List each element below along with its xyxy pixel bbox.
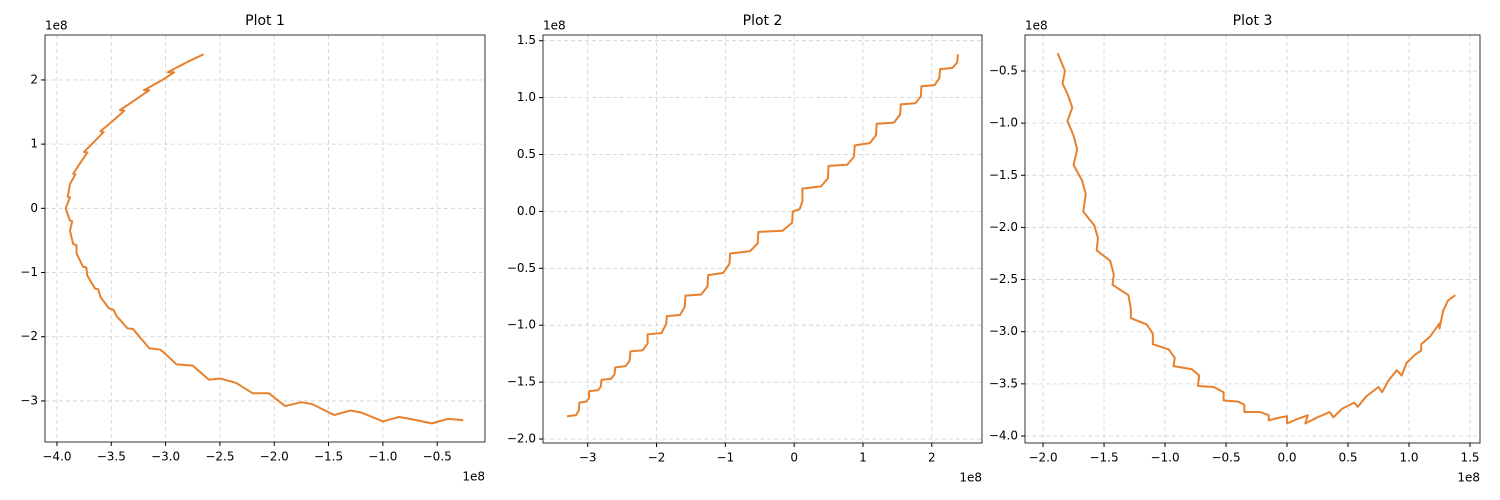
subplot-title: Plot 1 <box>245 13 285 29</box>
x-tick-label: −0.5 <box>1211 451 1240 465</box>
x-tick-label: 0.0 <box>1277 451 1296 465</box>
plot-area <box>566 54 959 418</box>
y-tick-label: −3.0 <box>989 324 1018 338</box>
data-line <box>566 54 959 418</box>
y-tick-label: −0.5 <box>989 63 1018 77</box>
subplot: Plot 2 −3 −2 −1 0 1 2 −2.0 −1.5 −1.0 −0.5 0.0 0.5 1.0… <box>507 13 983 485</box>
y-tick-label: −2 <box>20 329 38 343</box>
x-tick-label: 0.5 <box>1338 451 1357 465</box>
x-tick-label: −1.5 <box>1089 451 1118 465</box>
y-tick-label: 1 <box>30 137 38 151</box>
subplot: Plot 3 −2.0 −1.5 −1.0 −0.5 0.0 0.5 1.0 1.5 −4.0 −3… <box>989 13 1481 485</box>
y-tick-label: −3 <box>20 393 38 407</box>
plot-area <box>64 53 464 425</box>
y-tick-label: −4.0 <box>989 429 1018 443</box>
x-tick-label: −1.0 <box>1150 451 1179 465</box>
x-offset-label: 1e8 <box>1457 471 1480 485</box>
y-offset-label: 1e8 <box>1025 19 1048 33</box>
x-tick-label: −1 <box>716 451 734 465</box>
x-tick-label: −3.5 <box>97 450 126 464</box>
y-tick-label: −2.0 <box>507 432 536 446</box>
axes-frame <box>44 34 486 443</box>
x-tick-label: 0 <box>790 451 798 465</box>
y-tick-label: −1.5 <box>507 375 536 389</box>
y-tick-label: 1.5 <box>517 33 536 47</box>
y-tick-label: 2 <box>30 72 38 86</box>
y-tick-label: −3.5 <box>989 376 1018 390</box>
x-tick-label: −2.0 <box>260 450 289 464</box>
plot-area <box>1056 52 1456 425</box>
x-tick-label: 1 <box>859 451 867 465</box>
subplot-title: Plot 3 <box>1233 13 1273 29</box>
y-offset-label: 1e8 <box>543 19 566 33</box>
x-tick-label: −1.5 <box>314 450 343 464</box>
x-tick-label: −0.5 <box>423 450 452 464</box>
axes-frame <box>1024 34 1481 444</box>
subplot: Plot 1 −4.0 −3.5 −3.0 −2.5 −2.0 −1.5 −1.0 −0.5 −3… <box>20 13 486 484</box>
y-tick-label: −0.5 <box>507 261 536 275</box>
y-tick-label: 0.5 <box>517 147 536 161</box>
x-tick-label: −4.0 <box>42 450 71 464</box>
y-tick-label: −1 <box>20 265 38 279</box>
x-offset-label: 1e8 <box>959 471 982 485</box>
x-tick-label: −2.5 <box>205 450 234 464</box>
data-line <box>64 53 464 425</box>
y-tick-label: 0.0 <box>517 204 536 218</box>
x-tick-label: −2.0 <box>1028 451 1057 465</box>
y-tick-label: −2.5 <box>989 272 1018 286</box>
subplot-title: Plot 2 <box>743 13 783 29</box>
axes-frame <box>542 34 983 444</box>
y-tick-label: −1.0 <box>989 116 1018 130</box>
x-tick-label: −1.0 <box>368 450 397 464</box>
y-tick-label: 1.0 <box>517 90 536 104</box>
data-line <box>1056 52 1456 425</box>
x-tick-label: 1.5 <box>1460 451 1479 465</box>
y-tick-label: −1.5 <box>989 168 1018 182</box>
x-tick-label: −2 <box>648 451 666 465</box>
x-tick-label: 1.0 <box>1399 451 1418 465</box>
x-tick-label: −3 <box>579 451 597 465</box>
x-tick-label: −3.0 <box>151 450 180 464</box>
x-offset-label: 1e8 <box>462 470 485 484</box>
y-tick-label: −2.0 <box>989 220 1018 234</box>
y-tick-label: 0 <box>30 201 38 215</box>
y-offset-label: 1e8 <box>45 19 68 33</box>
x-tick-label: 2 <box>928 451 936 465</box>
y-tick-label: −1.0 <box>507 318 536 332</box>
